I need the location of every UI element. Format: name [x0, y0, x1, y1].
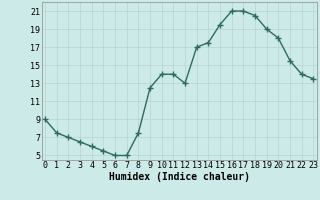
X-axis label: Humidex (Indice chaleur): Humidex (Indice chaleur) — [109, 172, 250, 182]
